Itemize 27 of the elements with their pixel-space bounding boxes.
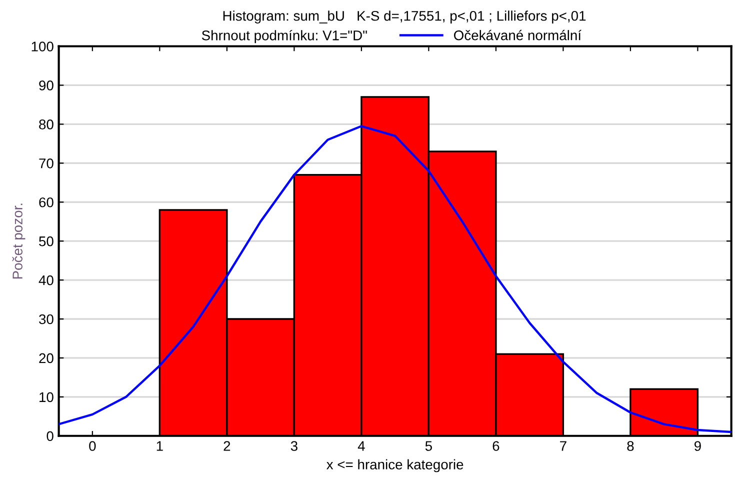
- x-tick-label: 8: [627, 441, 634, 451]
- x-tick-label: 3: [290, 441, 298, 451]
- legend-label: Očekávané normální: [454, 30, 582, 40]
- y-tick-label: 100: [32, 42, 54, 52]
- x-tick-label: 7: [560, 441, 566, 451]
- chart-subtitle: Shrnout podmínku: V1="D": [202, 30, 367, 44]
- y-tick-label: 0: [46, 431, 54, 442]
- x-tick-label: 1: [156, 441, 163, 451]
- x-tick-label: 9: [694, 441, 701, 451]
- y-tick-label: 40: [38, 275, 54, 286]
- y-tick-label: 80: [39, 120, 54, 130]
- y-tick-label: 10: [40, 392, 54, 402]
- x-tick-label: 5: [425, 441, 432, 451]
- y-tick-label: 60: [39, 197, 54, 208]
- chart-title: Histogram: sum_bU K-S d=,17551, p<,01 ; Lilliefors p<,01: [223, 10, 586, 24]
- x-tick-label: 6: [492, 441, 500, 451]
- y-tick-label: 90: [39, 80, 54, 90]
- y-axis-title: Počet pozor.: [12, 204, 26, 279]
- y-tick-label: 70: [39, 158, 54, 168]
- x-axis-title: x <= hranice kategorie: [326, 459, 464, 472]
- x-tick-label: 0: [89, 441, 96, 451]
- y-tick-label: 20: [39, 353, 54, 364]
- x-tick-label: 4: [358, 441, 365, 451]
- line-series: [58, 125, 732, 434]
- y-tick-label: 50: [39, 236, 54, 246]
- y-tick-label: 30: [39, 314, 54, 324]
- x-tick-label: 2: [224, 441, 230, 451]
